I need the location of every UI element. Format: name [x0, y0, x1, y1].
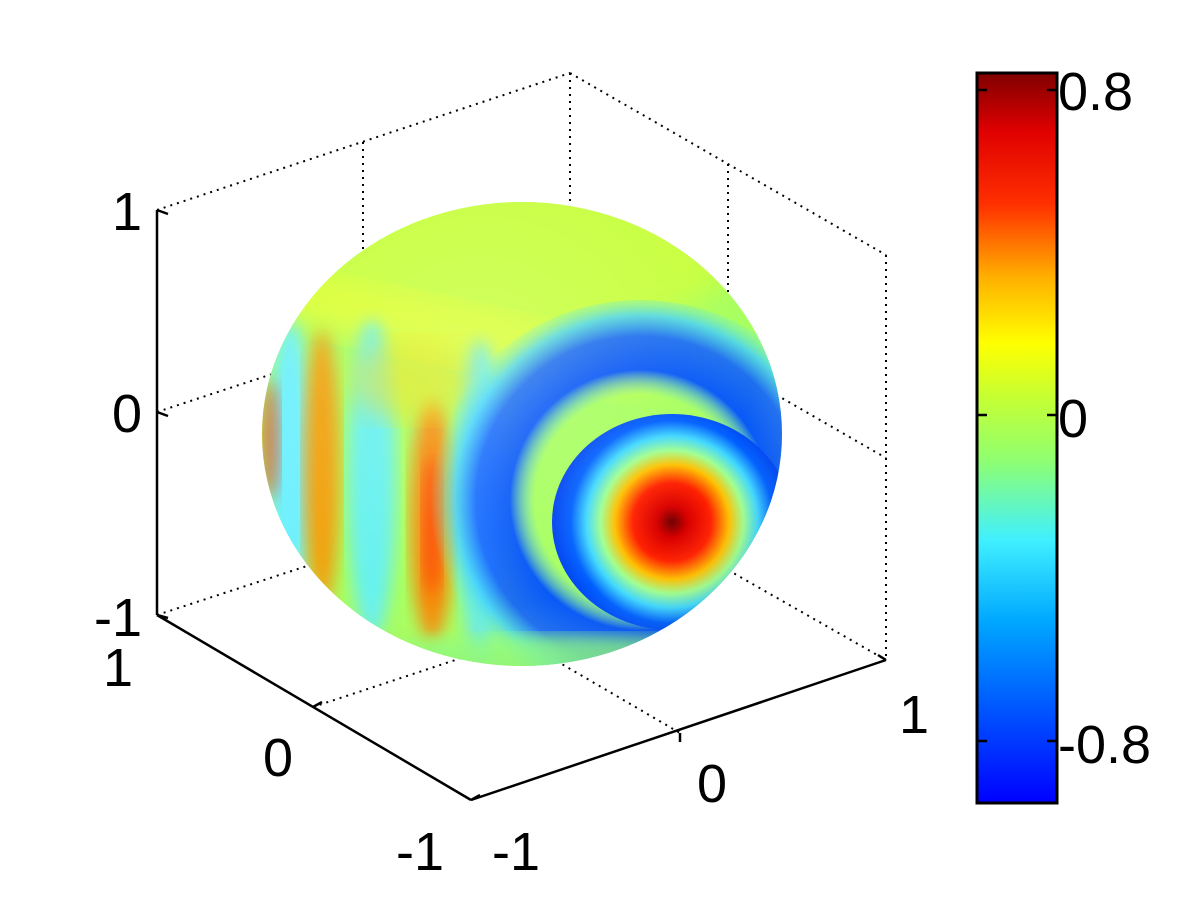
- x-tick-label: 1: [899, 685, 929, 745]
- z-tick-label: 1: [112, 182, 142, 242]
- y-axis-tick-labels: 1 0 -1: [103, 638, 444, 882]
- sphere-shading: [262, 202, 782, 666]
- y-tick-label: 1: [103, 638, 133, 698]
- colorbar-tick-label: 0.8: [1058, 62, 1133, 122]
- colorbar: 0.8 0 -0.8: [975, 62, 1151, 805]
- x-axis-tick-labels: -1 0 1: [492, 685, 929, 882]
- colorbar-tick-marks: [977, 88, 1057, 743]
- y-tick-label: 0: [263, 728, 293, 788]
- y-tick-label: -1: [396, 822, 444, 882]
- colorbar-gradient: [975, 71, 1059, 805]
- colorbar-tick-label: 0: [1058, 389, 1088, 449]
- colorbar-tick-label: -0.8: [1058, 715, 1151, 775]
- x-tick-label: -1: [492, 822, 540, 882]
- axis-tick-marks: [156, 208, 887, 802]
- z-tick-label: 0: [112, 384, 142, 444]
- z-axis-tick-labels: 1 0 -1: [94, 182, 142, 648]
- x-tick-label: 0: [697, 754, 727, 814]
- z-tick-label: -1: [94, 588, 142, 648]
- sphere-surface: [262, 202, 782, 666]
